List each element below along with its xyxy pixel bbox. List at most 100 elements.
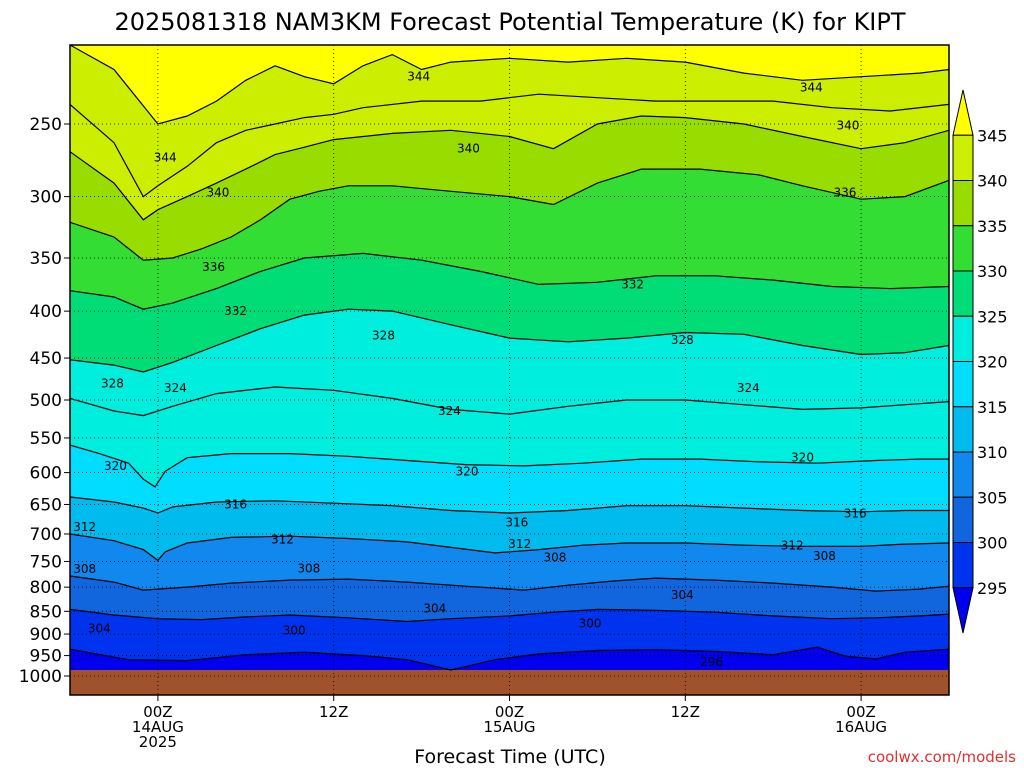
colorbar-label: 300 xyxy=(977,534,1008,553)
contour-label: 320 xyxy=(104,459,127,473)
contour-label: 304 xyxy=(88,622,111,636)
contour-label: 296 xyxy=(700,655,723,669)
ground-fill xyxy=(70,669,949,695)
contour-line-312 xyxy=(70,496,949,514)
x-tick-label: 14AUG xyxy=(132,718,184,736)
contour-label: 316 xyxy=(844,507,867,521)
y-tick-label: 700 xyxy=(30,525,62,545)
y-tick-label: 400 xyxy=(30,302,62,322)
contour-label: 304 xyxy=(423,601,446,615)
x-tick-label: 00Z xyxy=(143,703,172,721)
y-tick-label: 300 xyxy=(30,188,62,208)
x-tick-label: 16AUG xyxy=(835,718,887,736)
x-tick-label: 12Z xyxy=(671,703,700,721)
contour-line-332 xyxy=(70,168,949,261)
y-tick-label: 900 xyxy=(30,625,62,645)
colorbar-swatch xyxy=(952,134,974,181)
contour-label: 320 xyxy=(456,464,479,478)
y-tick-label: 500 xyxy=(30,391,62,411)
y-tick-label: 550 xyxy=(30,429,62,449)
contour-label: 308 xyxy=(73,562,96,576)
contour-label: 324 xyxy=(737,381,760,395)
y-axis: 250 300 350 400 450 500 550 600 650 700 750 800 850 9… xyxy=(19,115,70,687)
colorbar-swatch xyxy=(952,270,974,317)
contour-label: 300 xyxy=(283,623,306,637)
colorbar-label: 340 xyxy=(977,172,1008,191)
contour-label: 336 xyxy=(834,186,857,200)
colorbar-swatch xyxy=(952,496,974,543)
contour-label: 312 xyxy=(73,520,96,534)
contour-line-296 xyxy=(70,646,949,671)
contour-label: 344 xyxy=(154,151,177,165)
colorbar-swatch xyxy=(952,225,974,272)
contour-label: 332 xyxy=(621,277,644,291)
y-tick-label: 850 xyxy=(30,602,62,622)
colorbar: 345 340 335 330 325 320 315 310 305 300 295 xyxy=(952,89,1008,634)
y-tick-label: 1000 xyxy=(19,667,62,687)
contour-label: 312 xyxy=(271,533,294,547)
ground-layer xyxy=(70,669,949,695)
contour-label: 340 xyxy=(207,186,230,200)
x-tick-label: 12Z xyxy=(319,703,348,721)
contour-label: 308 xyxy=(543,551,566,565)
colorbar-swatch xyxy=(952,451,974,498)
contour-labels: 344 344 344 340 340 340 336 336 332 332 328 328 328 3… xyxy=(73,70,866,670)
contour-label: 328 xyxy=(671,333,694,347)
contour-label: 340 xyxy=(836,119,859,133)
contour-line-336 xyxy=(70,115,949,221)
contour-line-320 xyxy=(70,386,949,417)
y-tick-label: 250 xyxy=(30,115,62,135)
contour-label: 328 xyxy=(372,328,395,342)
contour-line-308 xyxy=(70,533,949,562)
contour-label: 316 xyxy=(224,497,247,511)
contour-line-316 xyxy=(70,444,949,488)
colorbar-swatch xyxy=(952,542,974,589)
contour-label: 340 xyxy=(457,142,480,156)
colorbar-label: 305 xyxy=(977,488,1008,507)
colorbar-label: 325 xyxy=(977,307,1008,326)
colorbar-label: 310 xyxy=(977,443,1008,462)
colorbar-label: 315 xyxy=(977,398,1008,417)
x-axis-label: Forecast Time (UTC) xyxy=(414,746,605,768)
y-tick-label: 350 xyxy=(30,249,62,269)
chart-title: 2025081318 NAM3KM Forecast Potential Tem… xyxy=(114,8,905,36)
contour-label: 320 xyxy=(791,451,814,465)
contour-label: 312 xyxy=(508,537,531,551)
credit-text: coolwx.com/models xyxy=(868,748,1016,766)
colorbar-label: 330 xyxy=(977,262,1008,281)
y-tick-label: 950 xyxy=(30,647,62,667)
contour-line-300 xyxy=(70,608,949,623)
colorbar-label: 345 xyxy=(977,126,1008,145)
contour-label: 344 xyxy=(407,70,430,84)
colorbar-label: 335 xyxy=(977,217,1008,236)
colorbar-swatch xyxy=(952,361,974,408)
colorbar-label: 320 xyxy=(977,353,1008,372)
x-tick-label: 15AUG xyxy=(484,718,536,736)
contour-label: 308 xyxy=(813,549,836,563)
contour-label: 344 xyxy=(800,80,823,94)
colorbar-cap-top xyxy=(952,89,974,136)
colorbar-cap-bottom xyxy=(952,587,974,634)
x-tick-label: 00Z xyxy=(495,703,524,721)
x-tick-label: 00Z xyxy=(846,703,875,721)
grid-lines xyxy=(70,45,949,695)
colorbar-label: 295 xyxy=(977,579,1008,598)
colorbar-swatch xyxy=(952,180,974,227)
contour-line-344 xyxy=(70,45,949,125)
x-tick-label: 2025 xyxy=(139,733,177,751)
y-tick-label: 650 xyxy=(30,495,62,515)
contour-label: 324 xyxy=(438,404,461,418)
y-tick-label: 800 xyxy=(30,578,62,598)
contour-label: 316 xyxy=(505,515,528,529)
colorbar-swatch xyxy=(952,406,974,453)
y-tick-label: 450 xyxy=(30,349,62,369)
contour-line-304 xyxy=(70,575,949,592)
contour-label: 324 xyxy=(164,381,187,395)
contour-label: 304 xyxy=(671,588,694,602)
colorbar-swatch xyxy=(952,315,974,362)
y-tick-label: 600 xyxy=(30,464,62,484)
contour-label: 308 xyxy=(297,561,320,575)
contour-line-324 xyxy=(70,308,949,373)
